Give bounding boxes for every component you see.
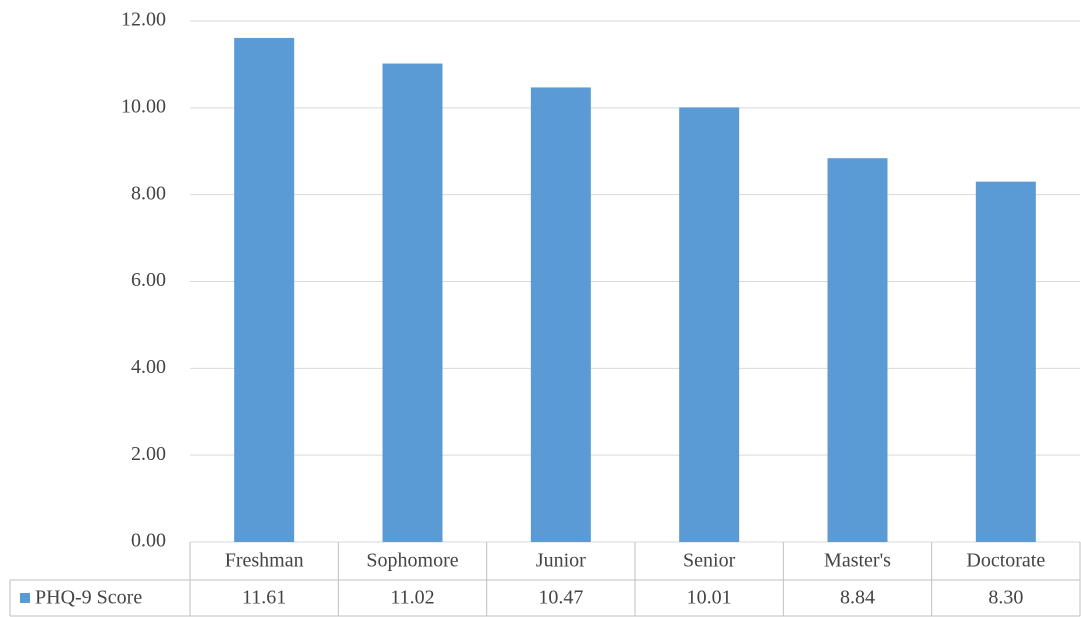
y-tick-label: 2.00	[131, 443, 166, 465]
data-label: 8.84	[840, 587, 875, 609]
x-tick-label: Freshman	[225, 550, 304, 572]
x-tick-label: Sophomore	[366, 550, 458, 572]
data-label: 8.30	[988, 587, 1023, 609]
x-tick-label: Senior	[683, 550, 736, 572]
bar	[234, 37, 295, 543]
bar	[382, 63, 443, 542]
y-tick-label: 0.00	[131, 530, 166, 552]
data-label: 11.61	[242, 587, 286, 609]
y-tick-label: 6.00	[131, 269, 166, 291]
bar	[827, 158, 888, 543]
data-label: 10.47	[538, 587, 583, 609]
y-tick-label: 10.00	[121, 95, 166, 117]
y-tick-label: 4.00	[131, 356, 166, 378]
legend-label: PHQ-9 Score	[35, 587, 142, 609]
x-tick-label: Doctorate	[966, 550, 1045, 572]
bar	[975, 181, 1036, 542]
data-label: 11.02	[390, 587, 434, 609]
x-tick-label: Master's	[824, 550, 891, 572]
legend-marker	[20, 593, 30, 603]
data-label: 10.01	[687, 587, 732, 609]
x-tick-label: Junior	[536, 550, 586, 572]
y-tick-label: 8.00	[131, 182, 166, 204]
bar	[679, 107, 740, 542]
y-tick-label: 12.00	[121, 9, 166, 31]
bar	[530, 87, 591, 543]
